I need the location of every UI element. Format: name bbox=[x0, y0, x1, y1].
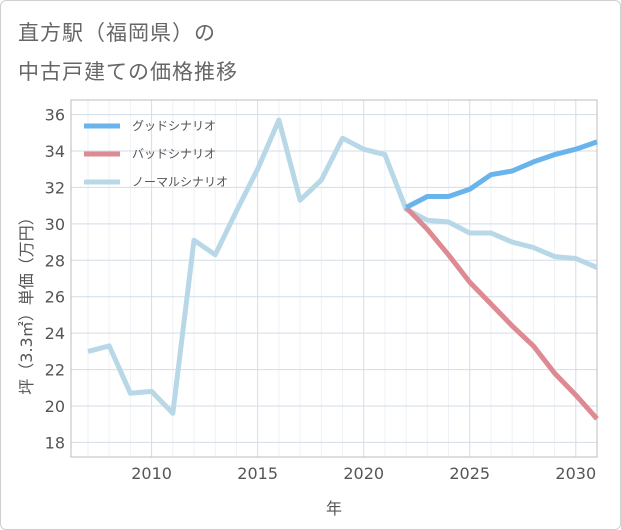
x-tick-label: 2025 bbox=[449, 464, 490, 483]
x-tick-label: 2030 bbox=[555, 464, 596, 483]
series-layer bbox=[87, 117, 599, 421]
tick-labels: 2010 2015 2020 2025 2030 18 20 22 24 26 28 30 32 34 36 bbox=[45, 106, 597, 483]
y-tick-label: 18 bbox=[45, 433, 65, 452]
chart-title-line2: 中古戸建ての価格推移 bbox=[18, 60, 238, 84]
y-tick-label: 30 bbox=[45, 215, 65, 234]
x-axis-label: 年 bbox=[326, 499, 342, 518]
chart-title-line1: 直方駅（福岡県）の bbox=[18, 21, 216, 45]
y-tick-label: 34 bbox=[45, 142, 65, 161]
x-tick-label: 2020 bbox=[343, 464, 384, 483]
y-axis-label: 坪（3.3㎡）単価（万円） bbox=[17, 209, 36, 394]
y-tick-label: 22 bbox=[45, 361, 65, 380]
y-tick-label: 36 bbox=[45, 106, 65, 125]
series-line-1 bbox=[404, 205, 599, 421]
plot-area-border bbox=[70, 99, 598, 458]
legend-label-2: ノーマルシナリオ bbox=[132, 175, 228, 189]
series-line-2 bbox=[87, 117, 598, 416]
x-tick-label: 2015 bbox=[237, 464, 278, 483]
y-tick-label: 32 bbox=[45, 178, 65, 197]
y-tick-label: 28 bbox=[45, 251, 65, 270]
x-tick-label: 2010 bbox=[131, 464, 172, 483]
y-tick-label: 20 bbox=[45, 397, 65, 416]
legend-label-0: グッドシナリオ bbox=[132, 119, 216, 133]
y-tick-label: 24 bbox=[45, 324, 65, 343]
legend-label-1: バッドシナリオ bbox=[132, 147, 216, 161]
y-tick-label: 26 bbox=[45, 288, 65, 307]
series-line-0 bbox=[404, 139, 598, 210]
